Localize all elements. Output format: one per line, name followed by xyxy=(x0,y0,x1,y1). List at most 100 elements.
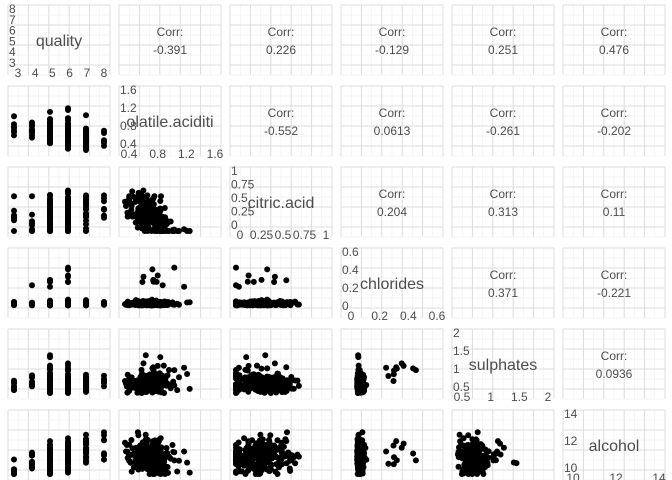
data-point xyxy=(385,373,392,379)
data-point xyxy=(132,444,139,451)
panel-grid xyxy=(7,4,111,76)
corr-label: Corr: xyxy=(601,106,628,120)
data-point xyxy=(47,460,53,467)
data-point xyxy=(157,460,164,467)
data-point xyxy=(362,444,369,451)
data-point xyxy=(294,451,301,458)
data-point xyxy=(65,227,71,234)
data-point xyxy=(143,451,150,458)
data-point xyxy=(156,212,163,219)
data-point xyxy=(383,364,390,371)
data-point xyxy=(157,378,164,384)
data-point xyxy=(161,454,168,461)
data-point xyxy=(245,299,252,306)
data-point xyxy=(385,460,392,467)
diagonal-y-tick: 0.4 xyxy=(120,137,137,151)
panel-grid xyxy=(451,85,555,157)
data-point xyxy=(176,374,182,381)
data-point xyxy=(164,464,171,470)
data-point xyxy=(132,198,139,205)
data-point xyxy=(151,437,158,444)
data-point xyxy=(101,212,107,219)
data-point xyxy=(410,365,417,372)
corr-label: Corr: xyxy=(379,187,406,201)
diagonal-x-tick: 0.4 xyxy=(121,147,138,161)
diagonal-x-tick: 0 xyxy=(348,309,355,323)
data-point xyxy=(65,377,71,384)
diagonal-y-tick: 6 xyxy=(9,24,16,38)
diagonal-y-tick: 0.5 xyxy=(231,191,248,205)
data-point xyxy=(136,385,143,392)
data-point xyxy=(355,366,362,373)
data-point xyxy=(354,442,361,449)
data-point xyxy=(132,456,139,463)
data-point xyxy=(258,297,265,304)
data-point xyxy=(140,273,147,280)
data-point xyxy=(278,383,285,390)
corr-label: Corr: xyxy=(490,106,517,120)
data-point xyxy=(65,383,71,390)
diagonal-y-tick: 10 xyxy=(564,461,578,475)
corr-label: Corr: xyxy=(268,106,295,120)
panel-quality-chlorides: Corr: -0.129 xyxy=(340,4,444,76)
data-point xyxy=(287,467,294,474)
data-point xyxy=(243,354,250,361)
corr-value: -0.391 xyxy=(153,43,187,57)
panel-grid xyxy=(451,166,555,238)
data-point xyxy=(47,278,53,285)
corr-value: -0.552 xyxy=(264,124,298,138)
diagonal-y-tick: 5 xyxy=(9,34,16,48)
data-point xyxy=(242,447,249,453)
data-point xyxy=(29,218,35,225)
data-point xyxy=(101,198,107,205)
data-point xyxy=(47,108,53,115)
data-point xyxy=(358,452,364,459)
data-point xyxy=(262,451,269,458)
data-point xyxy=(249,371,256,378)
data-point xyxy=(126,195,133,202)
diagonal-y-tick: 0.5 xyxy=(453,380,470,394)
data-point xyxy=(83,302,89,309)
panel-chlorides-alcohol: Corr: -0.221 xyxy=(562,247,666,319)
data-point xyxy=(156,470,163,477)
panel-grid xyxy=(562,4,666,76)
data-point xyxy=(83,203,89,209)
data-point xyxy=(65,278,71,285)
data-point xyxy=(171,367,178,374)
data-point xyxy=(157,354,164,361)
panel-citric.acid-chlorides: Corr: 0.204 xyxy=(340,166,444,238)
data-point xyxy=(150,195,157,202)
data-point xyxy=(241,435,248,442)
data-point xyxy=(65,188,71,195)
data-point xyxy=(139,462,145,469)
data-point xyxy=(362,382,369,389)
corr-value: 0.0936 xyxy=(596,367,633,381)
data-point xyxy=(47,207,53,214)
corr-value: 0.476 xyxy=(599,43,629,57)
data-point xyxy=(152,301,159,308)
diagonal-x-tick: 7 xyxy=(83,66,90,80)
data-point xyxy=(47,300,53,306)
data-point xyxy=(83,388,89,395)
data-point xyxy=(174,468,181,475)
data-point xyxy=(65,272,71,279)
data-point xyxy=(252,471,259,477)
panel-grid xyxy=(118,85,222,157)
data-point xyxy=(139,442,146,449)
data-point xyxy=(129,451,136,458)
data-point xyxy=(283,460,290,467)
data-point xyxy=(144,466,151,473)
data-point xyxy=(83,444,89,451)
data-point xyxy=(233,461,240,468)
data-point xyxy=(174,387,181,394)
panel-quality-sulphates: Corr: 0.251 xyxy=(451,4,555,76)
diagonal-x-tick: 1.5 xyxy=(511,390,528,404)
data-point xyxy=(47,132,53,139)
data-point xyxy=(11,193,17,200)
data-point xyxy=(83,146,89,153)
panel-sulphates-volatile.acidity xyxy=(118,328,222,400)
data-point xyxy=(184,459,191,466)
data-point xyxy=(283,364,290,371)
data-point xyxy=(129,377,136,384)
data-point xyxy=(270,374,277,381)
